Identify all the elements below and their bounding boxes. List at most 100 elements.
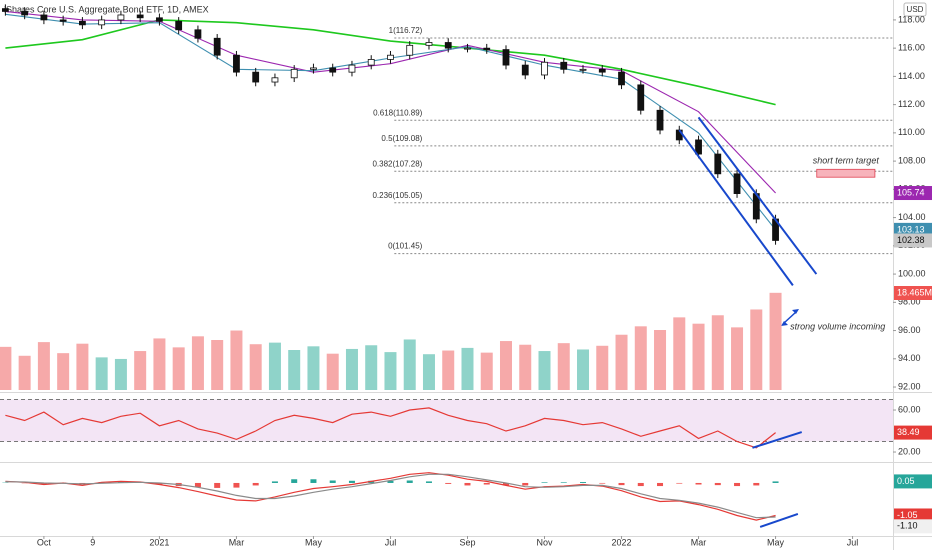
histogram-bar [214, 482, 221, 488]
x-tick-label: May [767, 537, 785, 547]
y-tick-label: 110.00 [898, 127, 925, 137]
value-badge [894, 222, 932, 237]
histogram-bar [522, 482, 529, 486]
candle-body [329, 67, 337, 73]
candle-body [175, 20, 183, 31]
histogram-bar [348, 480, 355, 483]
volume-bar [654, 330, 667, 390]
value-badge [894, 519, 932, 534]
y-tick-label: 104.00 [898, 212, 926, 222]
candle-body [271, 77, 279, 83]
histogram-bar [502, 482, 509, 486]
signal-line [5, 473, 776, 519]
candle-body [98, 19, 106, 26]
volume-bar [538, 351, 551, 390]
candle-body [136, 14, 144, 19]
histogram-bar [310, 479, 317, 483]
value-badge [894, 186, 932, 201]
candle-body [310, 67, 317, 70]
candle-body [444, 42, 452, 49]
y-tick-label: 92.00 [898, 381, 921, 391]
value-badge-label: 103.13 [897, 224, 925, 234]
value-badge [894, 474, 932, 489]
value-badge-label: 18.465M [897, 287, 932, 297]
candle-body [521, 64, 529, 76]
x-tick-label: 2022 [612, 537, 632, 547]
volume-bar [249, 344, 262, 390]
volume-bar [57, 353, 70, 390]
value-badge-label: -1.10 [897, 521, 918, 531]
target-label: short term target [813, 156, 880, 166]
histogram-bar [541, 482, 548, 483]
y-tick-label: 94.00 [898, 353, 921, 363]
fib-label: 0.236(105.05) [372, 191, 422, 200]
volume-bar [114, 358, 127, 390]
volume-bar [0, 346, 12, 390]
value-badge [894, 286, 932, 300]
histogram-bar [329, 480, 336, 483]
x-tick-label: Sep [459, 537, 475, 547]
volume-bar [18, 355, 31, 390]
volume-arrow [781, 309, 799, 326]
volume-bar [750, 309, 763, 390]
candle-body [213, 37, 221, 56]
volume-bar [37, 342, 50, 390]
fib-label: 0.618(110.89) [373, 108, 423, 117]
channel-line [678, 129, 794, 286]
volume-bar [519, 344, 532, 390]
histogram-bar [464, 482, 471, 486]
volume-bar [596, 345, 609, 390]
volume-bar [461, 347, 474, 390]
volume-bar [153, 338, 166, 390]
volume-bar [211, 340, 224, 390]
histogram-bar [387, 480, 394, 483]
histogram-bar [194, 482, 201, 488]
fib-label: 0(101.45) [388, 242, 423, 251]
candle-body [637, 84, 645, 111]
histogram-bar [156, 482, 163, 485]
y-tick-label: 114.00 [898, 71, 925, 81]
volume-bar [480, 352, 493, 390]
volume-bar [191, 336, 204, 390]
value-badge-label: 105.74 [897, 187, 925, 197]
candle-body [252, 71, 260, 83]
candle-body [483, 47, 491, 50]
candle-body [1, 8, 9, 12]
volume-bar [365, 345, 378, 390]
volume-bar [615, 334, 628, 390]
channel-line [697, 116, 818, 275]
y-tick-label: 112.00 [898, 99, 925, 109]
rsi-band [0, 399, 893, 442]
y-tick-label: 100.00 [898, 268, 926, 278]
candle-body [464, 47, 471, 50]
moving-average [5, 19, 776, 106]
fib-label: 1(116.72) [389, 26, 423, 35]
volume-bar [326, 353, 339, 390]
annotation: strong volume incoming [790, 321, 885, 331]
x-tick-label: May [305, 537, 323, 547]
histogram-bar [425, 481, 432, 483]
histogram-bar [483, 482, 490, 485]
volume-bar [634, 326, 647, 390]
histogram-bar [637, 482, 644, 487]
chart-title: iShares Core U.S. Aggregate Bond ETF, 1D… [4, 4, 209, 14]
histogram-bar [714, 482, 721, 486]
candle-body [387, 54, 394, 60]
currency-box [903, 2, 927, 17]
histogram-bar [445, 482, 452, 484]
volume-bar [422, 354, 435, 390]
y-tick-label: 108.00 [898, 155, 926, 165]
value-badge [894, 425, 932, 440]
volume-bar [557, 343, 570, 390]
candle-body [618, 71, 625, 86]
y-tick-label: 116.00 [898, 43, 925, 53]
candle-body [117, 14, 125, 21]
value-badge-label: 38.49 [897, 427, 920, 437]
currency: USD [907, 5, 924, 14]
candle-body [579, 68, 587, 71]
candle-body [656, 109, 664, 131]
volume-bar [172, 347, 185, 390]
candle-body [59, 19, 67, 22]
candle-body [21, 11, 29, 16]
value-badge [894, 233, 932, 248]
